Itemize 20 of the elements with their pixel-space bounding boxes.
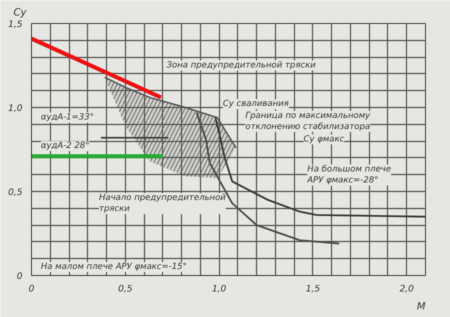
y-tick-label: 1,0	[8, 104, 23, 114]
annotation: Зона предупредительной тряски	[166, 60, 316, 70]
y-axis-title: Cy	[14, 8, 28, 18]
annotation: αудА-2 28°	[40, 141, 90, 152]
annotation: Cу сваливания	[222, 99, 289, 110]
annotation: Начало предупредительной тряски	[99, 193, 226, 214]
y-tick-label: 1,5	[8, 20, 23, 30]
x-tick-label: 0,5	[118, 284, 133, 294]
x-tick-label: 1,0	[212, 284, 227, 294]
x-tick-label: 1,5	[306, 284, 320, 294]
x-axis-title: M	[416, 302, 426, 312]
annotation: Cу φмакс	[304, 134, 345, 144]
annotation: На большом плече АРУ φмакс=-28°	[306, 164, 392, 186]
annotation: αудА-1=33°	[40, 112, 94, 123]
annotation: На малом плече АРУ φмакс=-15°	[40, 262, 187, 272]
y-tick-label: 0,5	[8, 188, 23, 198]
x-tick-label: 2,0	[400, 284, 414, 294]
y-tick-label: 0	[16, 272, 23, 282]
annotation: Граница по максимальному отклонению стабилизатора	[245, 110, 372, 132]
x-tick-label: 0	[28, 284, 35, 294]
